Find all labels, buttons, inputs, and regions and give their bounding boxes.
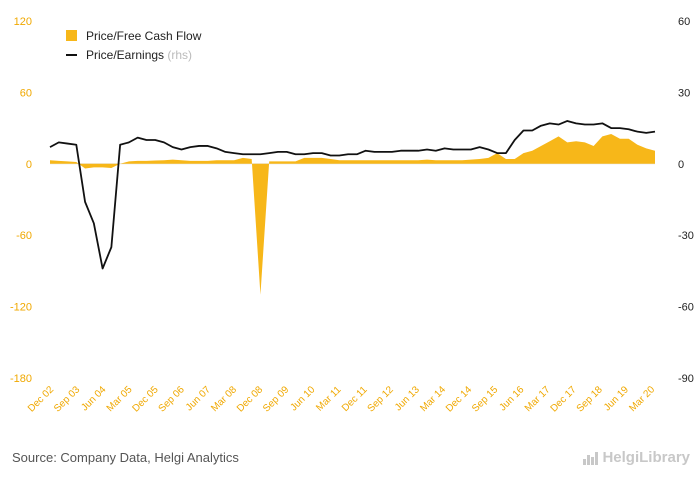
x-tick-label: Dec 14: [444, 384, 474, 414]
source-note: Source: Company Data, Helgi Analytics: [12, 450, 239, 465]
y-right-tick-label: 60: [678, 16, 690, 28]
y-right-tick-label: -60: [678, 302, 694, 314]
x-tick-label: Dec 02: [26, 384, 56, 414]
logo-bars-icon: [583, 451, 599, 465]
x-tick-label: Sep 09: [261, 384, 291, 414]
x-tick-label: Jun 07: [184, 384, 213, 413]
legend-swatch-pfcf: [66, 30, 77, 41]
x-tick-label: Jun 10: [288, 384, 317, 413]
logo-text: HelgiLibrary: [602, 449, 690, 466]
x-tick-label: Mar 11: [314, 384, 344, 414]
x-tick-label: Mar 14: [418, 384, 448, 414]
x-tick-label: Sep 06: [157, 384, 187, 414]
legend: Price/Free Cash Flow Price/Earnings (rhs…: [66, 29, 202, 62]
y-axis-right: 60 30 0 -30 -60 -90: [678, 16, 694, 385]
y-right-tick-label: -90: [678, 373, 694, 385]
x-tick-label: Dec 05: [130, 384, 160, 414]
x-tick-label: Jun 16: [497, 384, 526, 413]
legend-label-pe-suffix: (rhs): [164, 48, 192, 62]
y-right-tick-label: 0: [678, 159, 684, 171]
legend-label-pe: Price/Earnings (rhs): [86, 48, 192, 62]
x-tick-label: Jun 04: [79, 384, 108, 413]
y-right-tick-label: -30: [678, 230, 694, 242]
x-tick-label: Sep 18: [575, 384, 605, 414]
price-free-cash-flow-area: [50, 134, 655, 295]
y-left-tick-label: -120: [10, 302, 32, 314]
y-left-tick-label: 120: [14, 16, 32, 28]
x-tick-label: Dec 08: [235, 384, 265, 414]
y-left-tick-label: -60: [16, 230, 32, 242]
y-left-tick-label: -180: [10, 373, 32, 385]
y-left-tick-label: 60: [20, 87, 32, 99]
y-axis-left: 120 60 0 -60 -120 -180: [10, 16, 32, 385]
x-tick-label: Mar 17: [523, 384, 553, 414]
y-right-tick-label: 30: [678, 87, 690, 99]
x-tick-label: Sep 12: [366, 384, 396, 414]
x-tick-label: Sep 15: [470, 384, 500, 414]
legend-swatch-pe: [66, 54, 77, 56]
helgi-library-logo: HelgiLibrary: [583, 449, 690, 466]
price-earnings-line: [49, 120, 656, 270]
legend-label-pfcf: Price/Free Cash Flow: [86, 29, 202, 43]
x-tick-label: Dec 11: [340, 384, 370, 414]
x-tick-label: Sep 03: [52, 384, 82, 414]
y-left-tick-label: 0: [26, 159, 32, 171]
x-tick-label: Jun 13: [393, 384, 422, 413]
x-tick-label: Jun 19: [602, 384, 631, 413]
x-tick-label: Mar 20: [627, 384, 657, 414]
x-tick-label: Mar 05: [105, 384, 135, 414]
legend-label-pe-name: Price/Earnings: [86, 48, 164, 62]
x-tick-label: Mar 08: [209, 384, 239, 414]
x-tick-label: Dec 17: [549, 384, 579, 414]
